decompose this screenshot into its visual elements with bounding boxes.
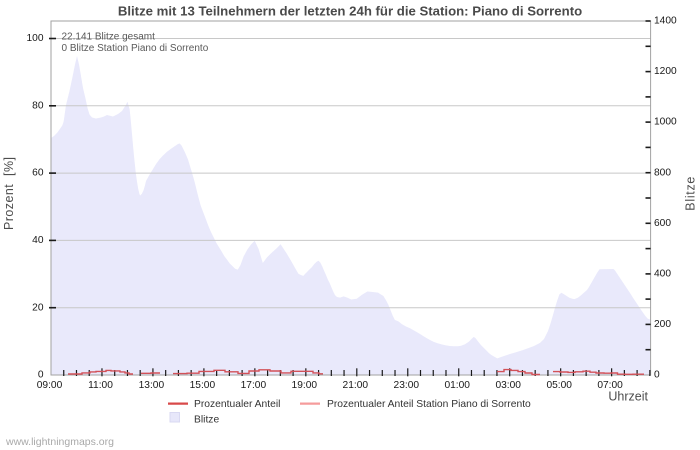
svg-text:www.lightningmaps.org: www.lightningmaps.org — [5, 436, 114, 448]
svg-text:600: 600 — [654, 218, 671, 229]
svg-text:60: 60 — [32, 168, 44, 179]
svg-text:01:00: 01:00 — [444, 380, 470, 391]
svg-text:Blitze: Blitze — [194, 415, 219, 426]
svg-text:22.141 Blitze gesamt: 22.141 Blitze gesamt — [62, 31, 156, 42]
svg-text:100: 100 — [27, 33, 44, 44]
svg-text:Prozent [%]: Prozent [%] — [2, 157, 16, 231]
svg-text:0: 0 — [654, 370, 660, 381]
svg-text:15:00: 15:00 — [190, 380, 216, 391]
svg-text:Uhrzeit: Uhrzeit — [608, 390, 648, 404]
svg-text:200: 200 — [654, 319, 671, 330]
svg-text:1400: 1400 — [654, 16, 677, 27]
svg-text:Blitze: Blitze — [684, 176, 698, 211]
svg-text:80: 80 — [32, 100, 44, 111]
svg-text:20: 20 — [32, 302, 44, 313]
svg-text:Prozentualer Anteil Station Pi: Prozentualer Anteil Station Piano di Sor… — [327, 399, 531, 410]
svg-text:0 Blitze Station Piano di Sorr: 0 Blitze Station Piano di Sorrento — [62, 43, 209, 54]
svg-text:Blitze mit 13 Teilnehmern der: Blitze mit 13 Teilnehmern der letzten 24… — [118, 4, 582, 19]
svg-text:07:00: 07:00 — [597, 380, 623, 391]
svg-text:05:00: 05:00 — [546, 380, 572, 391]
svg-text:13:00: 13:00 — [139, 380, 165, 391]
svg-text:09:00: 09:00 — [37, 380, 63, 391]
svg-text:21:00: 21:00 — [343, 380, 369, 391]
svg-text:11:00: 11:00 — [88, 380, 113, 391]
svg-text:Prozentualer Anteil: Prozentualer Anteil — [194, 399, 280, 410]
svg-text:03:00: 03:00 — [495, 380, 521, 391]
svg-text:400: 400 — [654, 269, 671, 280]
svg-text:19:00: 19:00 — [292, 380, 318, 391]
svg-text:800: 800 — [654, 167, 671, 178]
svg-text:1000: 1000 — [654, 117, 677, 128]
svg-text:1200: 1200 — [654, 66, 677, 77]
svg-text:23:00: 23:00 — [394, 380, 420, 391]
svg-text:17:00: 17:00 — [241, 380, 267, 391]
svg-text:0: 0 — [38, 370, 44, 381]
svg-text:40: 40 — [32, 235, 44, 246]
